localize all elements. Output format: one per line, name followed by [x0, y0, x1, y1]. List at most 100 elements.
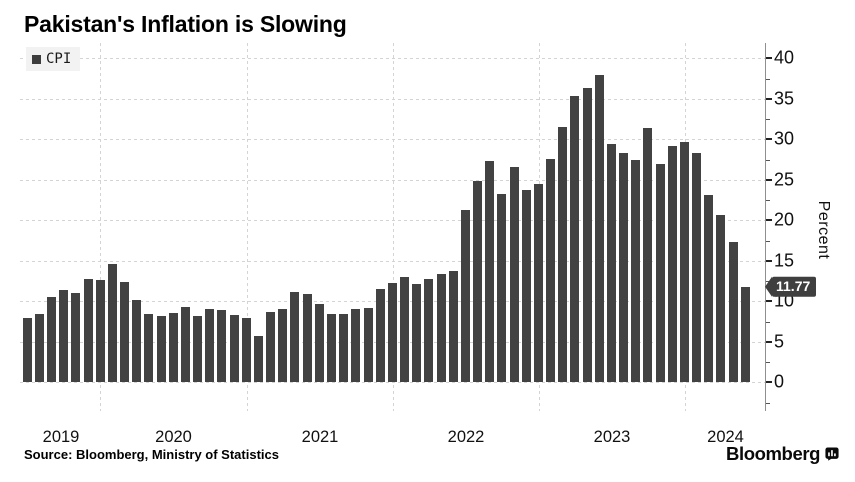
cpi-bar	[144, 313, 154, 383]
cpi-bar	[692, 153, 702, 383]
cpi-bar	[34, 314, 44, 383]
cpi-bar	[594, 74, 604, 383]
cpi-bar	[606, 144, 616, 383]
cpi-bar	[180, 307, 190, 383]
cpi-bar	[546, 158, 555, 383]
cpi-bar	[667, 145, 677, 383]
cpi-bar	[326, 314, 336, 383]
cpi-bar	[387, 282, 397, 383]
vertical-year-gridline	[100, 43, 101, 411]
cpi-bar	[436, 273, 446, 383]
y-axis-major-tick	[766, 300, 772, 303]
y-axis-tick-label: 40	[774, 47, 795, 68]
cpi-bar	[582, 87, 592, 383]
cpi-bar	[266, 311, 276, 383]
cpi-bar	[351, 309, 361, 383]
cpi-bar	[643, 128, 653, 383]
cpi-bar	[120, 281, 130, 383]
cpi-bar	[363, 307, 373, 383]
cpi-bar	[302, 294, 312, 383]
cpi-bar	[509, 166, 519, 383]
y-axis-minor-tick	[766, 78, 770, 80]
x-axis-year-label: 2023	[593, 428, 631, 446]
cpi-bar	[229, 315, 239, 383]
y-axis-major-tick	[766, 381, 772, 384]
cpi-bar	[570, 95, 580, 383]
x-axis-year-label: 2024	[707, 428, 744, 446]
y-axis-minor-tick	[766, 240, 770, 242]
x-axis-year-label: 2019	[42, 428, 80, 446]
cpi-bar	[59, 290, 69, 383]
cpi-bar	[290, 292, 300, 383]
cpi-bar	[740, 287, 750, 383]
cpi-bar	[339, 314, 349, 383]
cpi-bar	[47, 297, 56, 383]
cpi-bar	[558, 127, 568, 383]
badge-arrow-icon	[765, 276, 772, 297]
y-axis-tick-label: 5	[774, 331, 785, 352]
cpi-bar	[460, 209, 470, 383]
last-value-badge: 11.77	[765, 276, 817, 298]
y-axis-major-tick	[766, 57, 772, 60]
y-axis-minor-tick	[766, 119, 770, 121]
y-axis-tick-label: 15	[774, 250, 795, 271]
y-axis-major-tick	[766, 178, 772, 181]
source-line: Source: Bloomberg, Ministry of Statistic…	[24, 447, 279, 462]
cpi-bar	[95, 280, 105, 383]
y-axis-minor-tick	[766, 321, 770, 323]
vertical-year-gridline	[247, 43, 248, 411]
cpi-series-swatch-icon	[32, 54, 41, 64]
y-axis-tick-label: 0	[774, 371, 785, 392]
y-axis-major-tick	[766, 97, 772, 100]
cpi-bar	[485, 161, 495, 383]
y-axis-minor-tick	[766, 402, 770, 404]
legend: CPI	[26, 47, 81, 71]
cpi-bar	[728, 242, 738, 383]
cpi-bar	[205, 309, 215, 383]
bloomberg-wordmark: Bloomberg	[726, 443, 821, 464]
y-axis-major-tick	[766, 138, 772, 141]
cpi-bar	[473, 180, 482, 383]
cpi-bar	[448, 270, 458, 383]
cpi-bar	[241, 317, 251, 383]
y-axis-spine	[765, 43, 766, 411]
cpi-bar	[716, 214, 726, 383]
cpi-bar	[132, 299, 142, 383]
y-axis-major-tick	[766, 340, 772, 343]
bloomberg-logo: Bloomberg	[726, 443, 839, 465]
cpi-bar	[619, 153, 628, 383]
x-axis-year-label: 2020	[155, 428, 192, 446]
cpi-bar	[314, 303, 324, 383]
cpi-bar	[193, 315, 203, 383]
cpi-bar	[253, 336, 263, 383]
x-axis-year-label: 2022	[447, 428, 485, 446]
cpi-bar	[521, 189, 531, 383]
cpi-bar	[631, 160, 641, 383]
bloomberg-chart-bubble-icon	[825, 447, 839, 461]
y-axis-tick-label: 20	[774, 209, 795, 230]
cpi-bar	[533, 183, 543, 383]
y-axis-major-tick	[766, 259, 772, 262]
cpi-bar	[400, 277, 409, 383]
cpi-bar	[217, 310, 227, 383]
legend-label-cpi: CPI	[46, 51, 72, 67]
y-axis-minor-tick	[766, 362, 770, 364]
x-axis-year-label: 2021	[301, 428, 339, 446]
vertical-year-gridline	[393, 43, 394, 411]
cpi-bar	[156, 315, 166, 383]
y-axis-title: Percent	[815, 200, 832, 260]
y-axis-minor-tick	[766, 159, 770, 161]
cpi-bar	[679, 141, 689, 383]
y-axis-tick-label: 30	[774, 128, 795, 149]
cpi-bar	[71, 293, 81, 383]
y-axis-tick-label: 35	[774, 88, 795, 109]
cpi-bar	[375, 289, 385, 383]
page-title: Pakistan's Inflation is Slowing	[24, 11, 347, 37]
cpi-bar	[497, 194, 507, 383]
y-axis-major-tick	[766, 219, 772, 222]
y-axis-tick-label: 25	[774, 169, 795, 190]
cpi-bar	[168, 312, 178, 383]
cpi-bar	[107, 264, 117, 383]
cpi-bar	[424, 279, 434, 383]
